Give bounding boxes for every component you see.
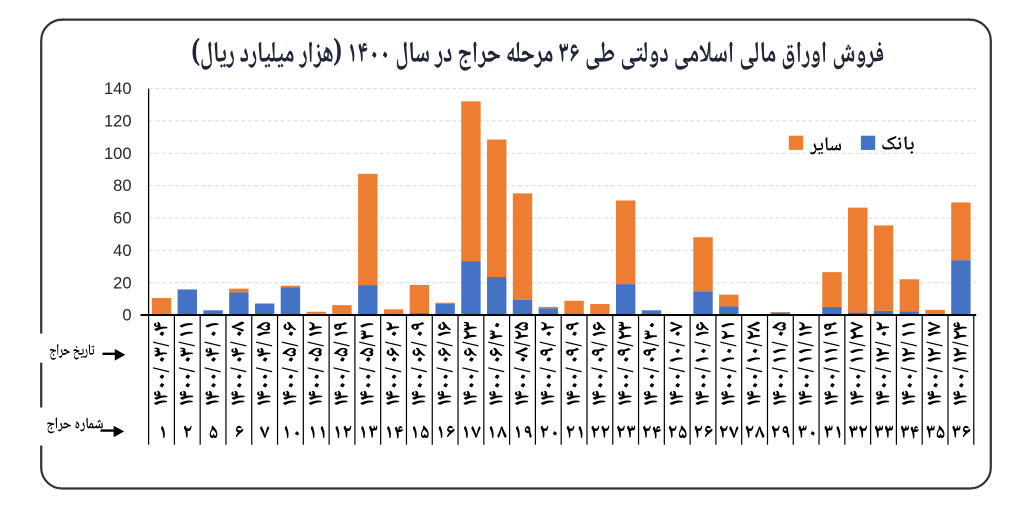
svg-text:20: 20 bbox=[113, 274, 131, 292]
svg-text:120: 120 bbox=[104, 113, 132, 131]
svg-text:100: 100 bbox=[104, 145, 132, 163]
svg-text:140: 140 bbox=[104, 80, 132, 98]
svg-text:0: 0 bbox=[122, 307, 131, 325]
svg-text:80: 80 bbox=[113, 177, 131, 195]
svg-text:60: 60 bbox=[113, 210, 131, 228]
svg-text:40: 40 bbox=[113, 242, 131, 260]
